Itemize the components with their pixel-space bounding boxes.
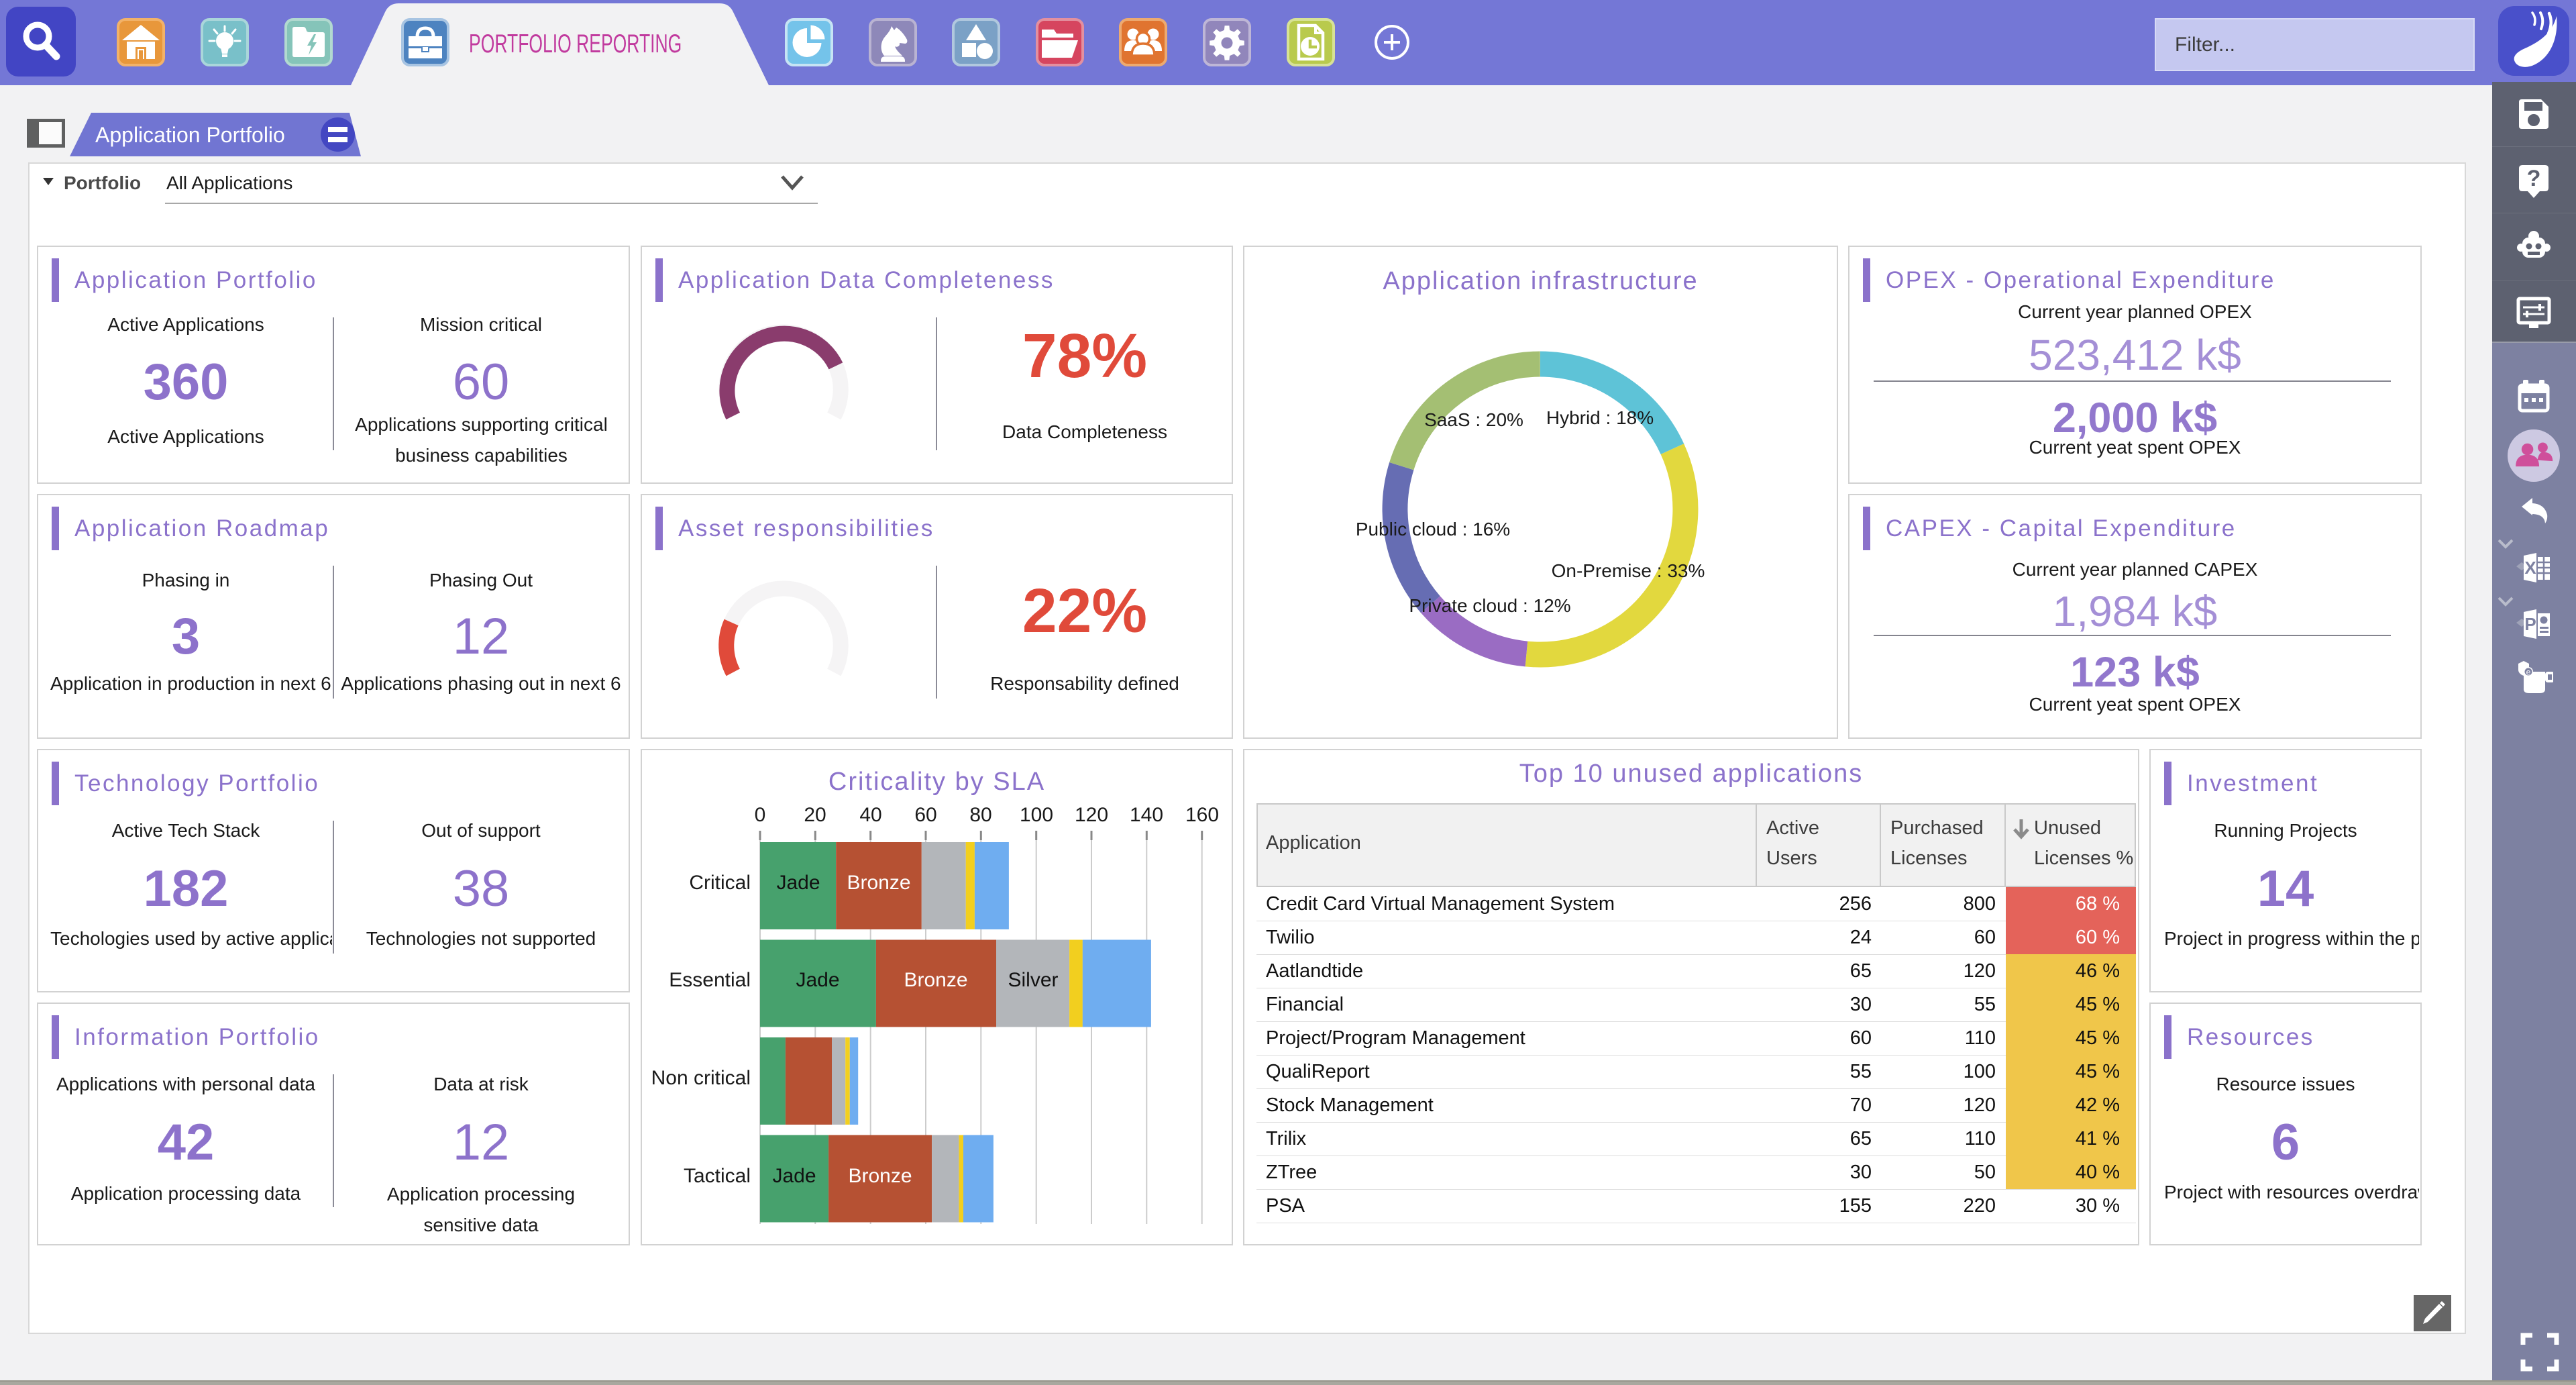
svg-text:P: P (2524, 614, 2536, 634)
svg-text:?: ? (2527, 166, 2541, 191)
svg-text:e: e (2526, 668, 2531, 677)
svg-text:X: X (2524, 558, 2536, 578)
